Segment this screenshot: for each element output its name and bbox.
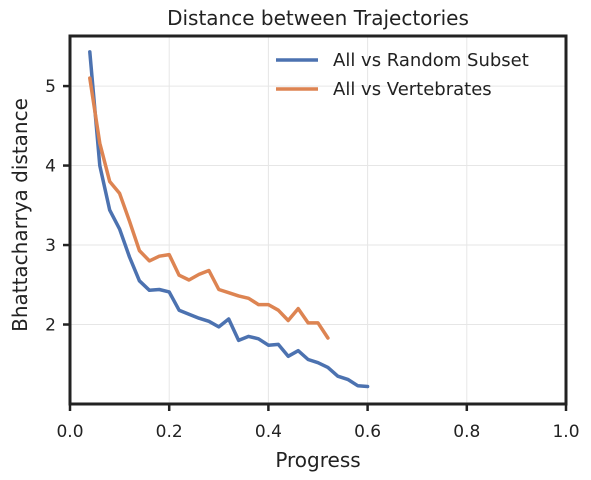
x-tick-label: 0.2	[156, 422, 183, 442]
x-axis-ticks: 0.0 0.2 0.4 0.6 0.8 1.0	[56, 404, 580, 442]
x-tick-label: 0.8	[453, 422, 480, 442]
x-tick-label: 0.4	[255, 422, 282, 442]
y-axis-ticks: 2 3 4 5	[45, 77, 70, 336]
plot-frame	[68, 34, 568, 406]
y-axis-label: Bhattacharrya distance	[8, 98, 32, 332]
legend-label: All vs Random Subset	[333, 50, 529, 71]
y-tick-label: 4	[45, 157, 56, 177]
x-tick-label: 0.0	[56, 422, 83, 442]
chart-title: Distance between Trajectories	[167, 6, 469, 30]
legend-label: All vs Vertebrates	[333, 79, 492, 100]
series-line-1	[88, 50, 370, 389]
legend: All vs Random Subset All vs Vertebrates	[276, 50, 529, 100]
x-tick-label: 0.6	[354, 422, 381, 442]
x-axis-label: Progress	[275, 448, 360, 472]
series-layer	[88, 50, 370, 389]
x-tick-label: 1.0	[552, 422, 579, 442]
y-tick-label: 5	[45, 77, 56, 97]
y-tick-label: 3	[45, 236, 56, 256]
series-line-2	[88, 76, 330, 340]
y-tick-label: 2	[45, 316, 56, 336]
